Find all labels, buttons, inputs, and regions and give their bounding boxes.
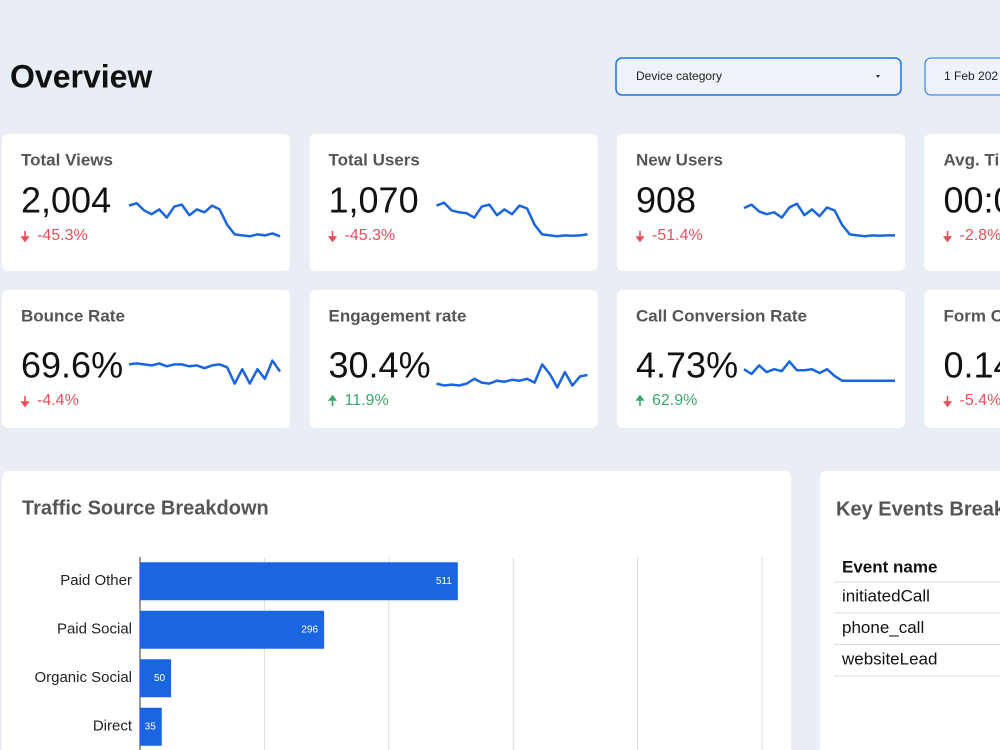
sparkline (128, 201, 281, 238)
bar-value-label: 296 (301, 624, 318, 635)
card-change: -45.3% (345, 227, 396, 244)
card (617, 134, 905, 271)
date-picker[interactable] (924, 57, 1000, 96)
trend-arrow (20, 396, 30, 408)
card-change: -5.4% (960, 392, 1000, 409)
card (617, 290, 905, 428)
card-title: Total Users (329, 150, 420, 169)
sparkline (436, 363, 588, 389)
card-value: 0.14 (944, 345, 1000, 386)
bar-value-label: 35 (145, 721, 157, 732)
y-tick-label: Paid Social (57, 621, 132, 638)
bar (140, 707, 162, 746)
trend-arrow (20, 231, 30, 243)
date-label: 1 Feb 202 (944, 69, 998, 83)
card (309, 134, 598, 271)
bar (140, 659, 172, 698)
y-tick-label: Organic Social (34, 669, 132, 686)
trend-arrow (635, 231, 645, 243)
card-change: -4.4% (37, 392, 79, 409)
card-value: 30.4% (329, 345, 431, 386)
y-tick-label: Direct (93, 718, 133, 735)
table-cell: websiteLead (841, 649, 937, 668)
sparkline (128, 359, 282, 385)
card-title: Avg. Ti (944, 150, 1000, 169)
trend-arrow (327, 394, 338, 406)
card-value: 4.73% (636, 345, 738, 386)
chart-title: Traffic Source Breakdown (22, 497, 269, 519)
card (2, 290, 290, 428)
bar-value-label: 511 (436, 576, 452, 587)
dropdown-caret (876, 75, 880, 78)
dropdown[interactable] (615, 57, 902, 96)
table-title: Key Events Break (836, 498, 1000, 520)
bar-value-label: 50 (154, 673, 166, 684)
table-cell: initiatedCall (842, 586, 930, 605)
bar (140, 562, 458, 601)
trend-arrow (327, 231, 338, 243)
table-cell: phone_call (842, 618, 924, 637)
card-title: Call Conversion Rate (636, 306, 807, 325)
sparkline (743, 360, 895, 382)
bar-chart: Paid Other 511 Paid Social 296 Organic Socia… (34, 557, 763, 750)
dropdown-label: Device category (636, 69, 722, 83)
card-change: -51.4% (652, 227, 703, 244)
card-change: 11.9% (345, 392, 389, 409)
card-value: 1,070 (329, 180, 419, 221)
events-table: Event name initiatedCall phone_callwebsite… (834, 557, 1000, 677)
chart-panel (2, 471, 791, 750)
page-title: Overview (10, 58, 152, 94)
card-value: 908 (636, 180, 696, 221)
table-header: Event name (842, 557, 937, 576)
sparkline (743, 202, 895, 238)
card-title: Form C (944, 306, 1000, 325)
bar (140, 610, 325, 649)
card-value: 00:0 (944, 180, 1000, 221)
sparkline (436, 201, 588, 238)
card-title: Bounce Rate (21, 306, 125, 325)
card-title: Engagement rate (329, 306, 467, 325)
card (2, 134, 290, 271)
card-change: -45.3% (37, 227, 88, 244)
card-title: New Users (636, 150, 723, 169)
trend-arrow (635, 394, 645, 406)
card-change: -2.8% (960, 227, 1000, 244)
card-change: 62.9% (652, 392, 697, 409)
y-tick-label: Paid Other (60, 572, 132, 589)
card-title: Total Views (21, 150, 113, 169)
trend-arrow (942, 231, 953, 243)
table-panel (820, 471, 1000, 750)
card-value: 69.6% (21, 345, 123, 386)
trend-arrow (942, 396, 953, 408)
card (924, 290, 1000, 428)
card (309, 290, 598, 428)
card-value: 2,004 (21, 180, 111, 221)
scorecards: Total Views 2,004 -45.3% Total Users 1,070 -4… (2, 134, 1000, 428)
